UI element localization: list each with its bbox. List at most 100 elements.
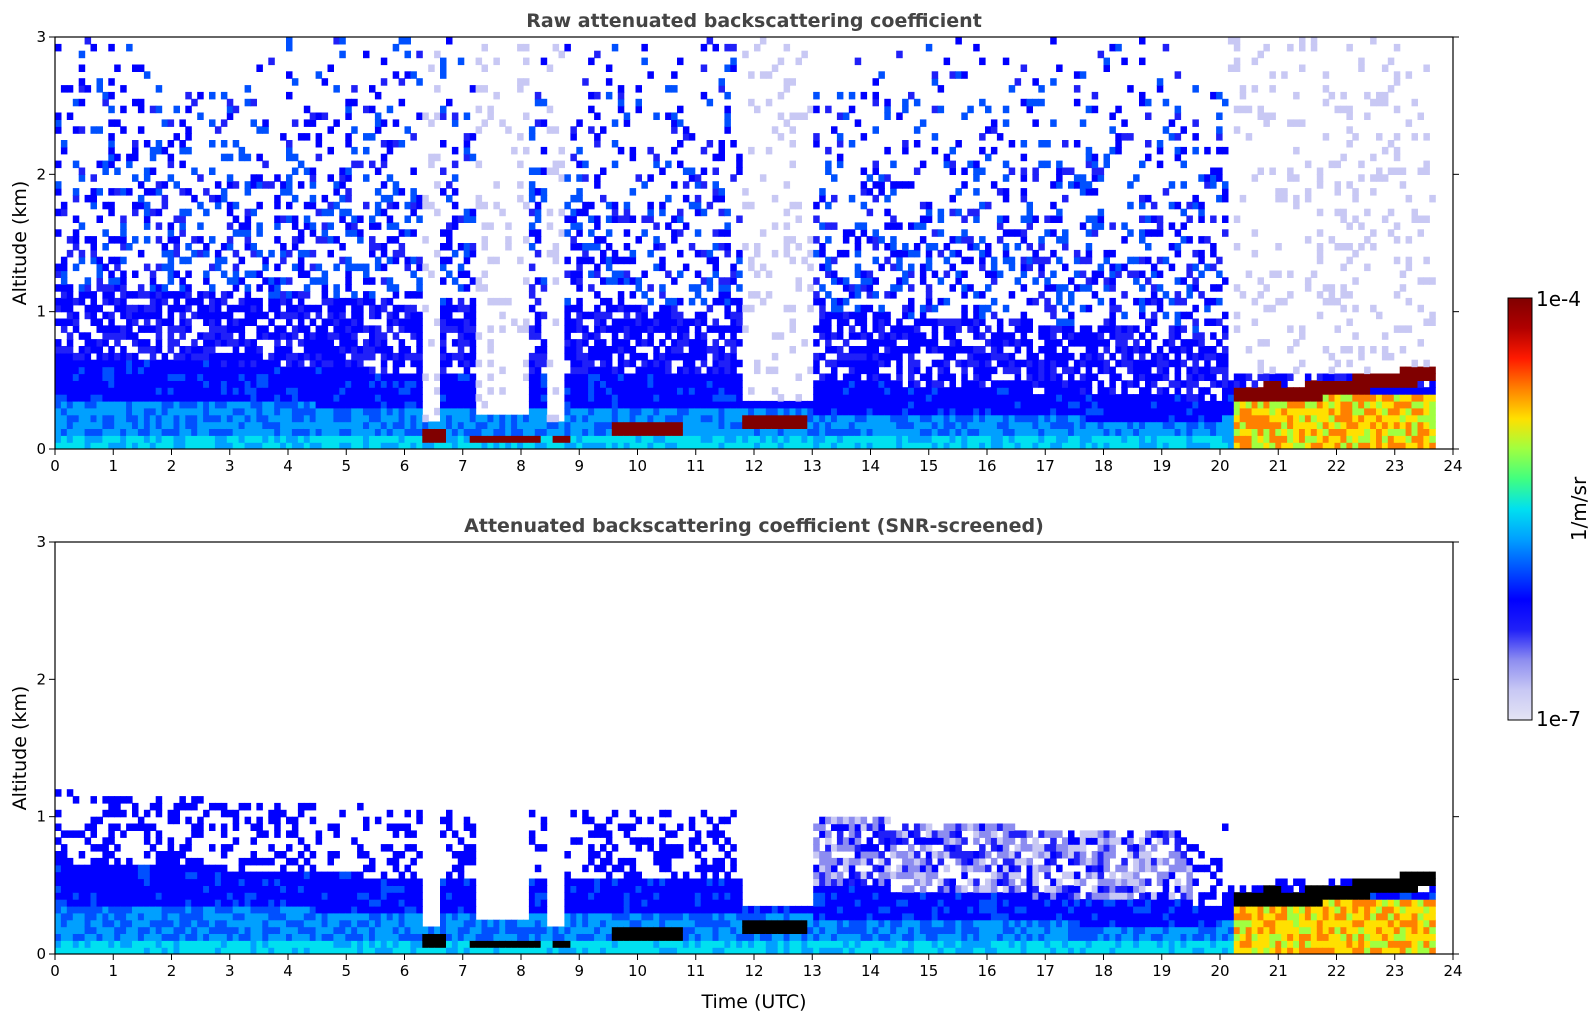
heatmap-cell xyxy=(469,311,477,320)
heatmap-cell xyxy=(588,215,595,223)
heatmap-cell xyxy=(1038,407,1045,416)
heatmap-cell xyxy=(84,359,92,368)
heatmap-cell xyxy=(1050,352,1057,361)
heatmap-cell xyxy=(179,304,186,313)
heatmap-cell xyxy=(274,421,281,429)
heatmap-cell xyxy=(1079,400,1087,409)
heatmap-cell xyxy=(748,387,755,395)
heatmap-cell xyxy=(1085,229,1093,237)
heatmap-cell xyxy=(120,352,127,361)
heatmap-cell xyxy=(191,387,198,395)
heatmap-cell xyxy=(866,380,874,388)
heatmap-cell xyxy=(191,98,198,107)
heatmap-cell xyxy=(949,421,956,429)
heatmap-cell xyxy=(825,256,832,265)
heatmap-cell xyxy=(197,174,204,182)
heatmap-cell xyxy=(783,435,791,443)
heatmap-cell xyxy=(345,105,352,114)
heatmap-cell xyxy=(173,325,180,333)
heatmap-cell xyxy=(819,400,826,409)
heatmap-cell xyxy=(594,394,601,402)
heatmap-cell xyxy=(854,222,862,230)
heatmap-cell xyxy=(534,352,542,361)
heatmap-cell xyxy=(143,442,151,449)
heatmap-cell xyxy=(528,284,536,292)
heatmap-cell xyxy=(303,249,311,258)
heatmap-cell xyxy=(1192,359,1199,368)
heatmap-cell xyxy=(173,366,180,375)
heatmap-cell xyxy=(996,380,1004,388)
heatmap-cell xyxy=(446,311,453,320)
heatmap-cell xyxy=(143,407,151,416)
heatmap-cell xyxy=(706,346,714,354)
heatmap-cell xyxy=(1168,133,1176,141)
heatmap-cell xyxy=(1068,297,1075,306)
heatmap-cell xyxy=(1127,270,1134,278)
heatmap-cell xyxy=(96,414,103,423)
heatmap-cell xyxy=(629,435,637,443)
heatmap-cell xyxy=(517,428,524,436)
heatmap-cell xyxy=(1162,421,1170,429)
heatmap-cell xyxy=(694,201,702,210)
heatmap-cell xyxy=(315,387,323,395)
heatmap-cell xyxy=(1133,366,1140,375)
heatmap-cell xyxy=(990,126,998,134)
heatmap-cell xyxy=(60,256,68,265)
heatmap-cell xyxy=(1133,277,1140,285)
heatmap-cell xyxy=(191,380,198,388)
heatmap-cell xyxy=(197,236,204,244)
heatmap-cell xyxy=(600,311,607,320)
heatmap-cell xyxy=(588,421,595,429)
heatmap-cell xyxy=(777,421,785,429)
heatmap-cell xyxy=(617,359,625,368)
heatmap-cell xyxy=(475,85,483,93)
heatmap-cell xyxy=(688,387,696,395)
heatmap-cell xyxy=(973,167,980,175)
heatmap-cell xyxy=(789,421,796,429)
heatmap-cell xyxy=(1038,373,1045,381)
heatmap-cell xyxy=(1180,208,1187,217)
heatmap-cell xyxy=(398,428,406,436)
heatmap-cell xyxy=(890,236,897,244)
heatmap-cell xyxy=(985,366,992,375)
heatmap-cell xyxy=(564,318,571,326)
heatmap-cell xyxy=(297,387,305,395)
heatmap-cell xyxy=(244,394,252,402)
heatmap-cell xyxy=(771,352,779,361)
heatmap-cell xyxy=(523,112,530,120)
heatmap-cell xyxy=(1026,318,1033,326)
heatmap-cell xyxy=(481,442,488,449)
heatmap-cell xyxy=(949,394,956,402)
heatmap-cell xyxy=(878,236,885,244)
heatmap-cell xyxy=(446,380,453,388)
heatmap-cell xyxy=(1091,394,1099,402)
heatmap-cell xyxy=(374,428,382,436)
heatmap-cell xyxy=(528,373,536,381)
heatmap-cell xyxy=(380,78,388,86)
heatmap-cell xyxy=(262,400,269,409)
heatmap-cell xyxy=(783,243,791,251)
heatmap-cell xyxy=(410,428,417,436)
heatmap-cell xyxy=(848,414,856,423)
heatmap-cell xyxy=(499,428,506,436)
heatmap-cell xyxy=(220,243,228,251)
heatmap-cell xyxy=(576,243,583,251)
heatmap-cell xyxy=(167,119,175,127)
heatmap-cell xyxy=(605,325,613,333)
heatmap-cell xyxy=(973,346,980,354)
heatmap-cell xyxy=(291,119,299,127)
heatmap-cell xyxy=(842,236,850,244)
heatmap-cell xyxy=(339,366,346,375)
heatmap-cell xyxy=(671,380,678,388)
heatmap-cell xyxy=(321,387,329,395)
heatmap-cell xyxy=(55,421,62,429)
heatmap-cell xyxy=(1079,435,1087,443)
heatmap-cell xyxy=(297,373,305,381)
heatmap-cell xyxy=(872,126,879,134)
heatmap-cell xyxy=(730,442,737,449)
heatmap-cell xyxy=(357,373,364,381)
heatmap-cell xyxy=(1192,277,1199,285)
heatmap-cell xyxy=(990,270,998,278)
heatmap-cell xyxy=(315,304,323,313)
heatmap-cell xyxy=(517,414,524,423)
